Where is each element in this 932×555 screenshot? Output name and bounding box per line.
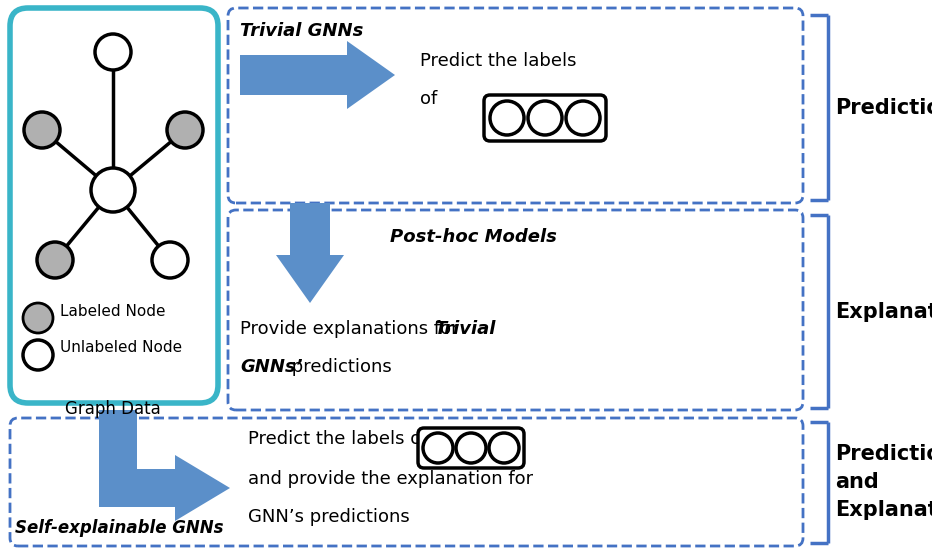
FancyBboxPatch shape (10, 8, 218, 403)
FancyBboxPatch shape (228, 8, 803, 203)
Text: Predict the labels: Predict the labels (420, 52, 577, 70)
Circle shape (528, 101, 562, 135)
Text: predictions: predictions (286, 358, 391, 376)
Text: Provide explanations for: Provide explanations for (240, 320, 464, 338)
Circle shape (23, 340, 53, 370)
Polygon shape (276, 203, 344, 303)
FancyBboxPatch shape (418, 428, 524, 468)
Circle shape (24, 112, 60, 148)
Circle shape (423, 433, 453, 463)
Circle shape (167, 112, 203, 148)
Circle shape (489, 433, 519, 463)
Text: Self-explainable GNNs: Self-explainable GNNs (15, 519, 224, 537)
FancyBboxPatch shape (228, 210, 803, 410)
Text: Unlabeled Node: Unlabeled Node (60, 341, 182, 356)
Text: Predictions: Predictions (835, 98, 932, 118)
Circle shape (23, 303, 53, 333)
Circle shape (95, 34, 131, 70)
Text: Trivial: Trivial (434, 320, 496, 338)
Text: Labeled Node: Labeled Node (60, 305, 166, 320)
Text: Predict the labels of: Predict the labels of (248, 430, 428, 448)
Text: GNNs’: GNNs’ (240, 358, 303, 376)
Text: Explanations: Explanations (835, 301, 932, 321)
Circle shape (91, 168, 135, 212)
Text: and provide the explanation for: and provide the explanation for (248, 470, 533, 488)
FancyBboxPatch shape (484, 95, 606, 141)
Text: and: and (835, 472, 879, 492)
Text: Post-hoc Models: Post-hoc Models (390, 228, 557, 246)
Text: Graph Data: Graph Data (65, 400, 161, 418)
Circle shape (566, 101, 600, 135)
Polygon shape (99, 410, 137, 469)
Circle shape (490, 101, 524, 135)
Text: GNN’s predictions: GNN’s predictions (248, 508, 410, 526)
Polygon shape (99, 455, 230, 521)
Text: of: of (420, 90, 437, 108)
Circle shape (456, 433, 486, 463)
Circle shape (152, 242, 188, 278)
Circle shape (37, 242, 73, 278)
Text: Explanations: Explanations (835, 501, 932, 521)
Polygon shape (240, 41, 395, 109)
Text: Predictions: Predictions (835, 445, 932, 465)
Text: Trivial GNNs: Trivial GNNs (240, 22, 363, 40)
FancyBboxPatch shape (10, 418, 803, 546)
